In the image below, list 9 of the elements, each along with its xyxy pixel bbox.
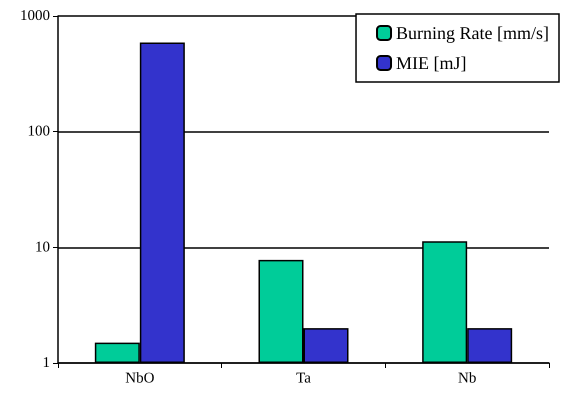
legend-label: Burning Rate [mm/s] [396,23,549,43]
y-tick-label: 1 [42,355,50,371]
y-tick-label: 100 [28,124,50,140]
x-tick-label: Nb [458,370,476,386]
y-tick-label: 10 [35,239,50,256]
legend-label: MIE [mJ] [396,53,467,73]
x-tick-label: Ta [296,370,312,386]
y-tick-label: 1000 [20,8,50,24]
x-tick-label: NbO [125,370,155,386]
